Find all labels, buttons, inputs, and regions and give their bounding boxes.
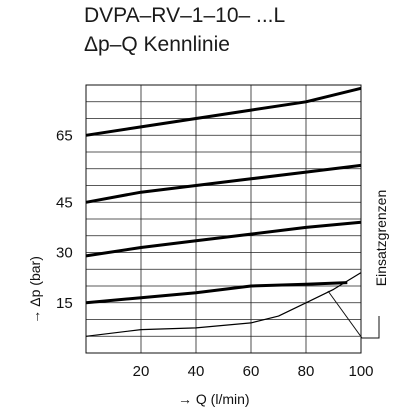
y-tick-label: 65 [56,127,73,144]
y-tick-label: 30 [56,245,73,262]
series-line-5 [86,273,361,337]
x-tick-label: 80 [298,363,315,380]
x-tick-label: 60 [243,363,260,380]
series-line-2 [86,165,361,202]
series-line-1 [86,88,361,135]
x-tick-label: 40 [188,363,205,380]
chart-grid [86,85,361,353]
y-axis-label: → Δp (bar) [27,256,43,324]
einsatzgrenzen-leader [328,291,379,338]
einsatzgrenzen-label: Einsatzgrenzen [373,190,389,287]
y-tick-label: 15 [56,295,73,312]
series-group [86,88,361,336]
x-tick-label: 100 [348,363,373,380]
y-tick-label: 45 [56,194,73,211]
x-axis-label: → Q (l/min) [178,391,250,407]
x-tick-label: 20 [133,363,150,380]
series-line-3 [86,222,361,256]
